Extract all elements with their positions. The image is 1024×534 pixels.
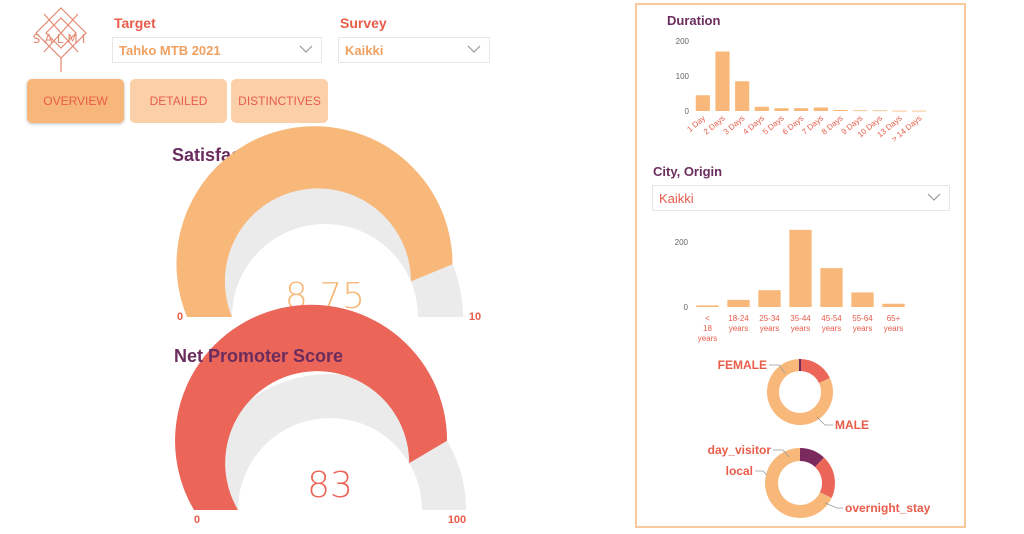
bar <box>696 305 719 307</box>
x-tick-label: 45-54 years <box>821 314 842 333</box>
bar <box>758 290 781 307</box>
nps-gauge: 83 0 100 <box>175 304 467 526</box>
bar <box>882 303 905 307</box>
bar <box>794 108 809 111</box>
duration-title: Duration <box>667 13 721 28</box>
leader-line <box>755 470 768 476</box>
gender-donut: FEMALE MALE <box>718 358 869 432</box>
bar <box>820 268 843 307</box>
x-tick-label: 65+ years <box>884 314 904 333</box>
donut-slice <box>767 359 833 425</box>
salmi-logo: SALMI <box>24 6 98 74</box>
survey-label: Survey <box>340 15 387 31</box>
chevron-down-icon <box>927 193 941 201</box>
y-tick-label: 0 <box>685 107 690 116</box>
x-tick-label: 25-34 years <box>759 314 780 333</box>
x-tick-label: 6 Days <box>781 114 806 137</box>
leader-line <box>773 449 790 458</box>
nps-title: Net Promoter Score <box>174 346 344 366</box>
logo-text: SALMI <box>32 32 90 46</box>
nps-gauge-fill <box>175 304 448 510</box>
chevron-down-icon <box>467 45 481 53</box>
donut-slice <box>800 359 830 384</box>
donut-slice <box>800 448 824 467</box>
bar <box>813 107 828 111</box>
x-tick-label: 35-44 years <box>790 314 811 333</box>
survey-dropdown[interactable]: Kaikki <box>338 37 490 63</box>
target-dropdown[interactable]: Tahko MTB 2021 <box>112 37 322 63</box>
x-tick-label: 8 Days <box>820 114 845 137</box>
x-tick-label: 5 Days <box>761 114 786 137</box>
leader-line <box>824 502 843 509</box>
bar <box>872 110 887 112</box>
detailed-button[interactable]: DETAILED <box>130 79 227 123</box>
bar <box>774 108 789 111</box>
satisfaction-value: 8,75 <box>285 276 365 317</box>
nps-min: 0 <box>194 514 200 526</box>
bar <box>789 229 812 307</box>
chevron-down-icon <box>299 45 313 53</box>
bar <box>695 95 710 111</box>
x-tick-label: 7 Days <box>800 114 825 137</box>
leader-line <box>816 416 833 426</box>
bar <box>892 110 907 112</box>
target-label: Target <box>114 15 156 31</box>
overview-button[interactable]: OVERVIEW <box>27 79 124 123</box>
age-chart: 0 200 < 18 years 18-24 years 25-34 years 35-44 yea… <box>675 229 905 343</box>
x-tick-label: 18-24 years <box>728 314 749 333</box>
logo-mark-icon <box>35 7 87 72</box>
donut-slice <box>815 457 835 498</box>
city-origin-value: Kaikki <box>659 191 694 206</box>
donut-label: local <box>726 464 753 478</box>
bar <box>727 299 750 307</box>
donut-label: FEMALE <box>718 358 767 372</box>
target-value: Tahko MTB 2021 <box>119 43 221 58</box>
x-tick-label: 3 Days <box>722 114 747 137</box>
nps-max: 100 <box>448 514 466 526</box>
y-tick-label: 0 <box>684 303 689 312</box>
x-tick-label: <18 years <box>698 314 718 343</box>
survey-value: Kaikki <box>345 43 384 58</box>
nps-gauge-track <box>194 373 467 510</box>
donut-label: day_visitor <box>708 443 772 457</box>
bar <box>851 292 874 307</box>
y-tick-label: 100 <box>676 72 690 81</box>
satisfaction-min: 0 <box>177 311 183 323</box>
satisfaction-title: Satisfaction <box>172 145 275 165</box>
bar <box>754 106 769 111</box>
donut-label: overnight_stay <box>845 501 931 515</box>
leader-line <box>769 364 786 374</box>
y-tick-label: 200 <box>676 37 690 46</box>
y-tick-label: 200 <box>675 238 689 247</box>
city-origin-dropdown[interactable]: Kaikki <box>652 185 950 211</box>
bar <box>715 51 730 111</box>
nps-value: 83 <box>307 465 353 506</box>
donut-label: MALE <box>835 418 869 432</box>
city-origin-label: City, Origin <box>653 164 723 179</box>
satisfaction-max: 10 <box>469 311 481 323</box>
bar <box>735 81 750 111</box>
x-tick-label: 4 Days <box>741 114 766 137</box>
distinctives-button[interactable]: DISTINCTIVES <box>231 79 328 123</box>
x-tick-label: 55-64 years <box>852 314 873 333</box>
bar <box>833 109 848 111</box>
bar <box>853 110 868 112</box>
satisfaction-gauge-track <box>187 179 463 317</box>
bar <box>912 110 927 112</box>
donut-slice <box>765 448 832 518</box>
x-tick-label: 2 Days <box>702 114 727 137</box>
right-panel: Duration City, Origin Kaikki 0 100 200 1 Da… <box>635 3 966 528</box>
